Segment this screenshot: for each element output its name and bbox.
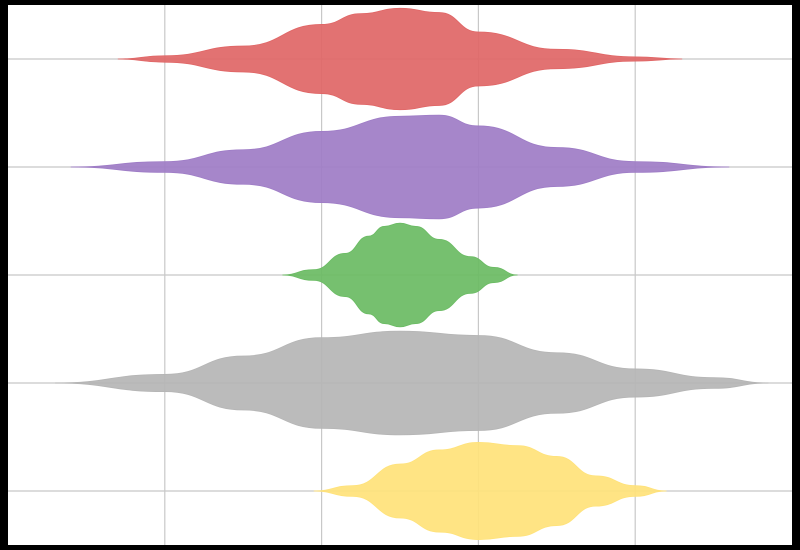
violin-body	[117, 7, 683, 111]
violin-body	[282, 222, 518, 328]
violin-body	[70, 114, 730, 220]
violins	[55, 7, 769, 541]
violin-body	[55, 330, 769, 436]
violin-body	[313, 441, 667, 541]
